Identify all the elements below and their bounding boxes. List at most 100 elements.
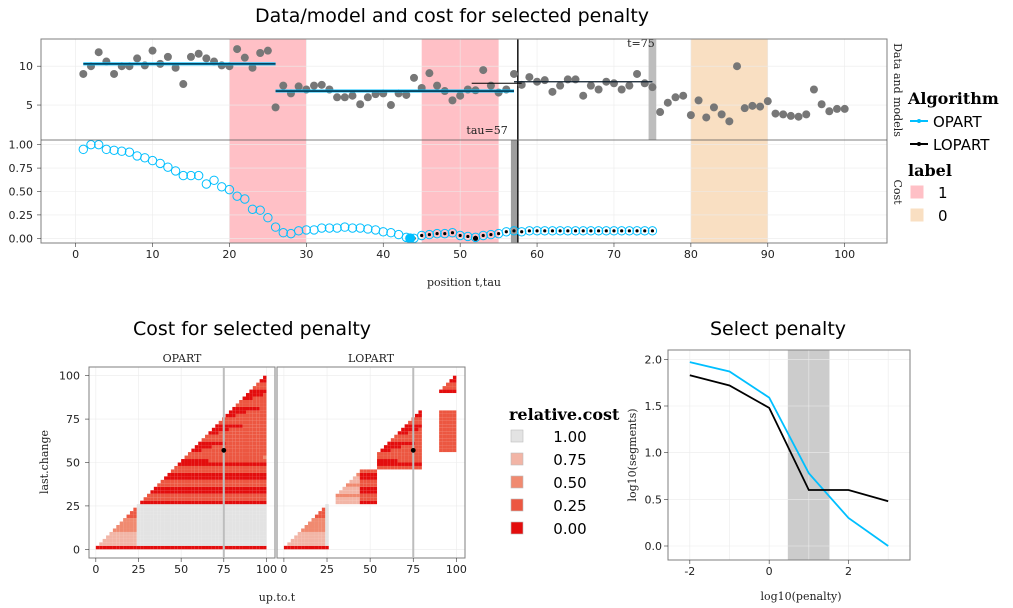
heatmap-cell [259, 542, 264, 546]
heatmap-cell [228, 542, 233, 546]
heatmap-cell [239, 403, 243, 407]
heatmap-cell [211, 504, 216, 508]
opart-cost-point [478, 230, 488, 241]
heatmap-cell [249, 486, 253, 491]
heatmap-cell [239, 438, 243, 442]
heatmap-cell [150, 525, 154, 529]
heatmap-cell [215, 445, 219, 449]
heatmap-cell [160, 538, 165, 543]
heatmap-cell [181, 479, 185, 484]
heatmap-cell [119, 528, 124, 532]
heatmap-cell [383, 448, 388, 453]
heatmap-cell [408, 462, 412, 466]
heatmap-cell [164, 538, 168, 543]
heatmap-cell [198, 518, 202, 522]
heatmap-cell [167, 497, 171, 501]
heatmap-cell [164, 528, 168, 532]
heatmap-cell [164, 483, 168, 487]
heatmap-cell [446, 389, 450, 394]
heatmap-cell [136, 535, 141, 539]
heatmap-cell [228, 469, 233, 473]
heatmap-cell [160, 486, 165, 491]
data-point [110, 69, 119, 78]
heatmap-cell [177, 500, 182, 505]
heatmap-cell [446, 431, 450, 435]
heatmap-cell [218, 469, 223, 473]
heatmap-cell [383, 452, 388, 456]
opart-cost-point [270, 222, 281, 232]
heatmap-cell [318, 542, 322, 546]
heatmap-cell [194, 507, 199, 512]
heatmap-cell [208, 531, 212, 536]
heatmap-cell [401, 452, 405, 456]
heatmap-cell [109, 542, 113, 546]
heatmap-cell [147, 507, 151, 512]
heatmap-cell [314, 521, 319, 526]
heatmap-cell [245, 393, 250, 397]
heatmap-cell [157, 542, 161, 546]
heatmap-cell [352, 476, 357, 480]
heatmap-cell [211, 497, 216, 501]
heatmap-cell [228, 434, 233, 439]
opart-cost-point [101, 144, 112, 155]
heatmap-cell [208, 465, 212, 470]
heatmap-cell [359, 476, 364, 480]
heatmap-cell [245, 396, 250, 400]
heatmap-cell [242, 493, 246, 498]
heatmap-cell [232, 445, 236, 449]
heatmap-cell [245, 420, 250, 425]
heatmap-cell [380, 452, 384, 456]
heatmap-cell [418, 445, 422, 449]
heatmap-cell [126, 521, 130, 526]
heatmap-cell [370, 486, 374, 491]
heatmap-cell [228, 528, 233, 532]
heatmap-cell [136, 504, 141, 508]
heatmap-cell [239, 538, 243, 543]
heatmap-cell [252, 531, 257, 536]
heatmap-cell [390, 462, 395, 466]
heatmap-cell [408, 431, 412, 435]
heatmap-cell [314, 535, 319, 539]
heatmap-cell [184, 538, 188, 543]
heatmap-cell [198, 497, 202, 501]
heatmap-cell [235, 486, 240, 491]
heatmap-cell [112, 535, 117, 539]
heatmap-cell [215, 497, 219, 501]
heatmap-cell [123, 542, 127, 546]
heatmap-cell [249, 479, 253, 484]
heatmap-cell [442, 410, 447, 414]
heatmap-cell [252, 542, 257, 546]
heatmap-cell [174, 521, 178, 526]
heatmap-cell [164, 511, 168, 515]
heatmap-cell [232, 410, 236, 414]
heatmap-cell [198, 545, 202, 550]
heatmap-cell [208, 490, 212, 494]
heatmap-cell [235, 535, 240, 539]
heatmap-cell [239, 507, 243, 512]
heatmap-cell [164, 479, 168, 484]
heatmap-cell [249, 469, 253, 473]
heatmap-cell [414, 434, 419, 439]
heatmap-cell [235, 441, 240, 446]
heatmap-cell [318, 528, 322, 532]
heatmap-cell [342, 497, 346, 501]
heatmap-cell [242, 431, 246, 435]
heatmap-cell [174, 476, 178, 480]
heatmap-cell [228, 452, 233, 456]
legend-title-relative-cost: relative.cost [509, 405, 620, 424]
heatmap-cell [194, 462, 199, 466]
heatmap-cell [259, 431, 264, 435]
heatmap-cell [249, 438, 253, 442]
heatmap-cell [201, 518, 206, 522]
heatmap-cell [184, 486, 188, 491]
heatmap-cell [259, 424, 264, 428]
opart-cost-point [309, 225, 319, 235]
data-point [609, 79, 618, 88]
heatmap-cell [314, 518, 319, 522]
heatmap-cell [201, 538, 206, 543]
heatmap-cell [242, 410, 246, 414]
heatmap-cell [242, 396, 246, 400]
heatmap-cell [245, 399, 250, 404]
data-point [648, 83, 657, 92]
heatmap-cell [143, 525, 148, 529]
